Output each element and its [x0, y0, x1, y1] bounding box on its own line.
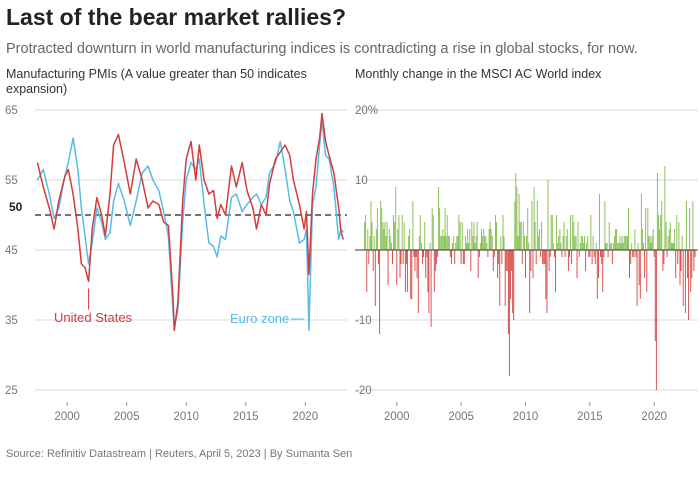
source-note: Source: Refinitiv Datastream | Reuters, … [6, 448, 353, 460]
msci-x-tick-label: 2015 [577, 411, 603, 423]
pmi-reference-line: 50 [9, 200, 347, 216]
msci-gridlines [355, 109, 698, 391]
pmi-x-tick-label: 2020 [293, 411, 319, 423]
pmi-series-lines [36, 112, 345, 332]
eurozone-pmi-line [36, 119, 345, 332]
pmi-y-tick-label: 65 [5, 105, 18, 117]
msci-panel-title: Monthly change in the MSCI AC World inde… [355, 67, 602, 81]
pmi-x-tick-label: 2010 [173, 411, 199, 423]
pmi-x-tick-label: 2005 [114, 411, 140, 423]
msci-x-tick-label: 2010 [513, 411, 539, 423]
pmi-y-tick-label: 35 [5, 315, 18, 327]
msci-x-tick-label: 2000 [384, 411, 410, 423]
msci-x-tick-label: 2005 [448, 411, 474, 423]
pmi-gridlines [35, 109, 347, 391]
us-series-label: United States [54, 310, 133, 325]
msci-y-tick-label: 20% [355, 105, 378, 117]
pmi-y-tick-label: 55 [5, 175, 18, 187]
us-pmi-line [36, 112, 345, 332]
pmi-series-labels: United States Euro zone [54, 288, 305, 326]
chart-title: Last of the bear market rallies? [6, 4, 347, 30]
pmi-x-tick-label: 2000 [54, 411, 80, 423]
pmi-x-ticks: 2000 2005 2010 2015 2020 [54, 402, 318, 423]
msci-bars [355, 166, 698, 390]
pmi-panel-title: Manufacturing PMIs (A value greater than… [6, 67, 307, 96]
pmi-reference-label: 50 [9, 200, 23, 214]
chart-subtitle: Protracted downturn in world manufacturi… [6, 41, 638, 57]
msci-y-tick-label: -10 [355, 315, 372, 327]
msci-y-tick-label: -20 [355, 385, 372, 397]
pmi-y-tick-label: 25 [5, 385, 18, 397]
pmi-y-ticks: 65 55 45 35 25 [5, 105, 18, 397]
pmi-x-tick-label: 2015 [233, 411, 259, 423]
msci-y-tick-label: 10 [355, 175, 368, 187]
eurozone-series-label: Euro zone [230, 311, 289, 326]
pmi-y-tick-label: 45 [5, 245, 18, 257]
msci-x-tick-label: 2020 [641, 411, 667, 423]
msci-x-ticks: 2000 2005 2010 2015 2020 [384, 402, 667, 423]
msci-y-ticks: 20% 10 -10 -20 [355, 105, 378, 397]
